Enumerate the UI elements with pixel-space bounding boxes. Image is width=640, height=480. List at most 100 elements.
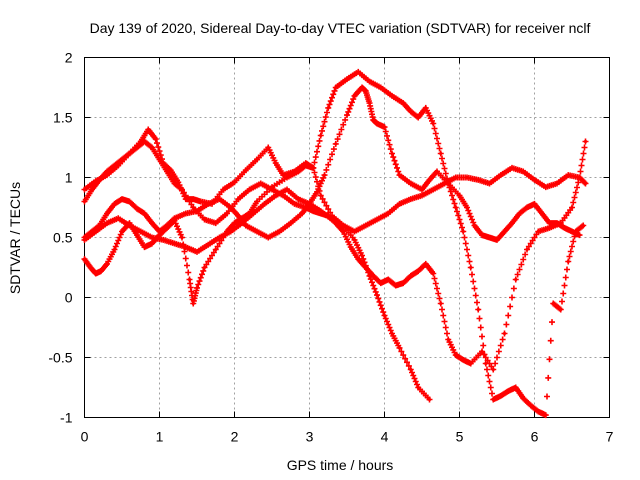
data-point <box>82 238 87 242</box>
data-point <box>334 85 338 90</box>
data-point <box>364 265 368 270</box>
data-point <box>409 109 413 114</box>
data-point <box>281 173 285 177</box>
data-point <box>127 151 132 156</box>
data-point <box>547 226 552 230</box>
data-point <box>409 274 413 278</box>
data-point <box>364 223 368 228</box>
data-point <box>416 115 420 120</box>
x-tick-label: 7 <box>606 429 614 445</box>
data-point <box>431 121 435 126</box>
data-point <box>345 77 349 81</box>
y-axis-label: SDTVAR / TECUs <box>7 182 23 294</box>
data-point <box>401 281 405 285</box>
x-tick-label: 6 <box>531 429 539 445</box>
data-point <box>251 211 255 216</box>
data-point <box>281 193 285 198</box>
data-point <box>465 175 469 180</box>
data-point <box>375 217 379 222</box>
data-point <box>502 229 507 234</box>
data-point <box>525 247 529 252</box>
data-point <box>559 307 563 312</box>
data-point <box>390 94 394 98</box>
data-point <box>217 197 222 201</box>
data-point <box>165 223 169 228</box>
data-point <box>570 229 574 234</box>
data-point <box>397 202 402 206</box>
data-point <box>94 271 98 276</box>
data-point <box>379 281 383 285</box>
data-point <box>319 133 323 138</box>
data-point <box>94 229 98 234</box>
series-markers <box>81 164 589 255</box>
data-point <box>255 157 259 162</box>
data-point <box>457 193 462 198</box>
data-point <box>139 229 143 234</box>
data-point <box>480 233 484 237</box>
data-point <box>514 277 518 282</box>
data-point <box>99 269 103 273</box>
data-point <box>536 229 540 234</box>
data-point <box>487 235 492 240</box>
data-point <box>296 197 300 201</box>
data-point <box>577 175 582 180</box>
data-point <box>529 403 533 408</box>
data-point <box>480 349 484 354</box>
data-point <box>356 257 360 261</box>
data-point <box>214 221 218 225</box>
data-point <box>105 221 109 225</box>
data-point <box>195 286 199 290</box>
data-point <box>345 113 349 117</box>
data-point <box>150 221 154 225</box>
data-point <box>540 211 544 216</box>
data-point <box>360 85 364 90</box>
data-point <box>379 85 383 90</box>
data-point <box>409 367 413 372</box>
data-point <box>172 216 177 220</box>
data-point <box>116 216 120 220</box>
data-point <box>461 229 465 234</box>
data-point <box>521 169 525 174</box>
data-point <box>172 181 177 186</box>
data-point <box>454 205 458 210</box>
y-tick-label: 1 <box>65 170 73 186</box>
data-point <box>401 101 405 105</box>
data-point <box>397 173 402 177</box>
data-point <box>214 247 218 252</box>
data-point <box>390 151 394 156</box>
data-point <box>469 265 473 270</box>
data-point <box>112 202 117 206</box>
data-point <box>97 178 102 182</box>
data-point <box>551 301 555 306</box>
data-point <box>274 193 278 198</box>
data-point <box>491 397 495 402</box>
data-point <box>191 197 195 201</box>
data-point <box>510 166 514 170</box>
data-point <box>311 209 315 213</box>
data-point <box>521 396 525 400</box>
data-point <box>135 207 139 211</box>
series-track-5 <box>81 164 589 255</box>
data-point <box>416 385 420 390</box>
data-point <box>499 394 503 398</box>
data-point <box>277 229 282 234</box>
data-point <box>495 238 499 242</box>
data-point <box>491 367 495 372</box>
data-point <box>461 358 465 362</box>
data-point <box>247 187 252 192</box>
data-point <box>319 209 323 213</box>
data-point <box>499 173 503 177</box>
data-point <box>236 197 240 201</box>
data-point <box>469 361 473 366</box>
data-point <box>532 202 537 206</box>
data-point <box>352 238 357 242</box>
series-markers <box>81 138 589 373</box>
data-point <box>367 101 372 105</box>
data-point <box>566 259 570 264</box>
x-tick-label: 4 <box>381 429 389 445</box>
data-point <box>307 202 312 206</box>
x-tick-label: 1 <box>156 429 164 445</box>
data-point <box>304 163 308 168</box>
data-point <box>559 221 563 225</box>
